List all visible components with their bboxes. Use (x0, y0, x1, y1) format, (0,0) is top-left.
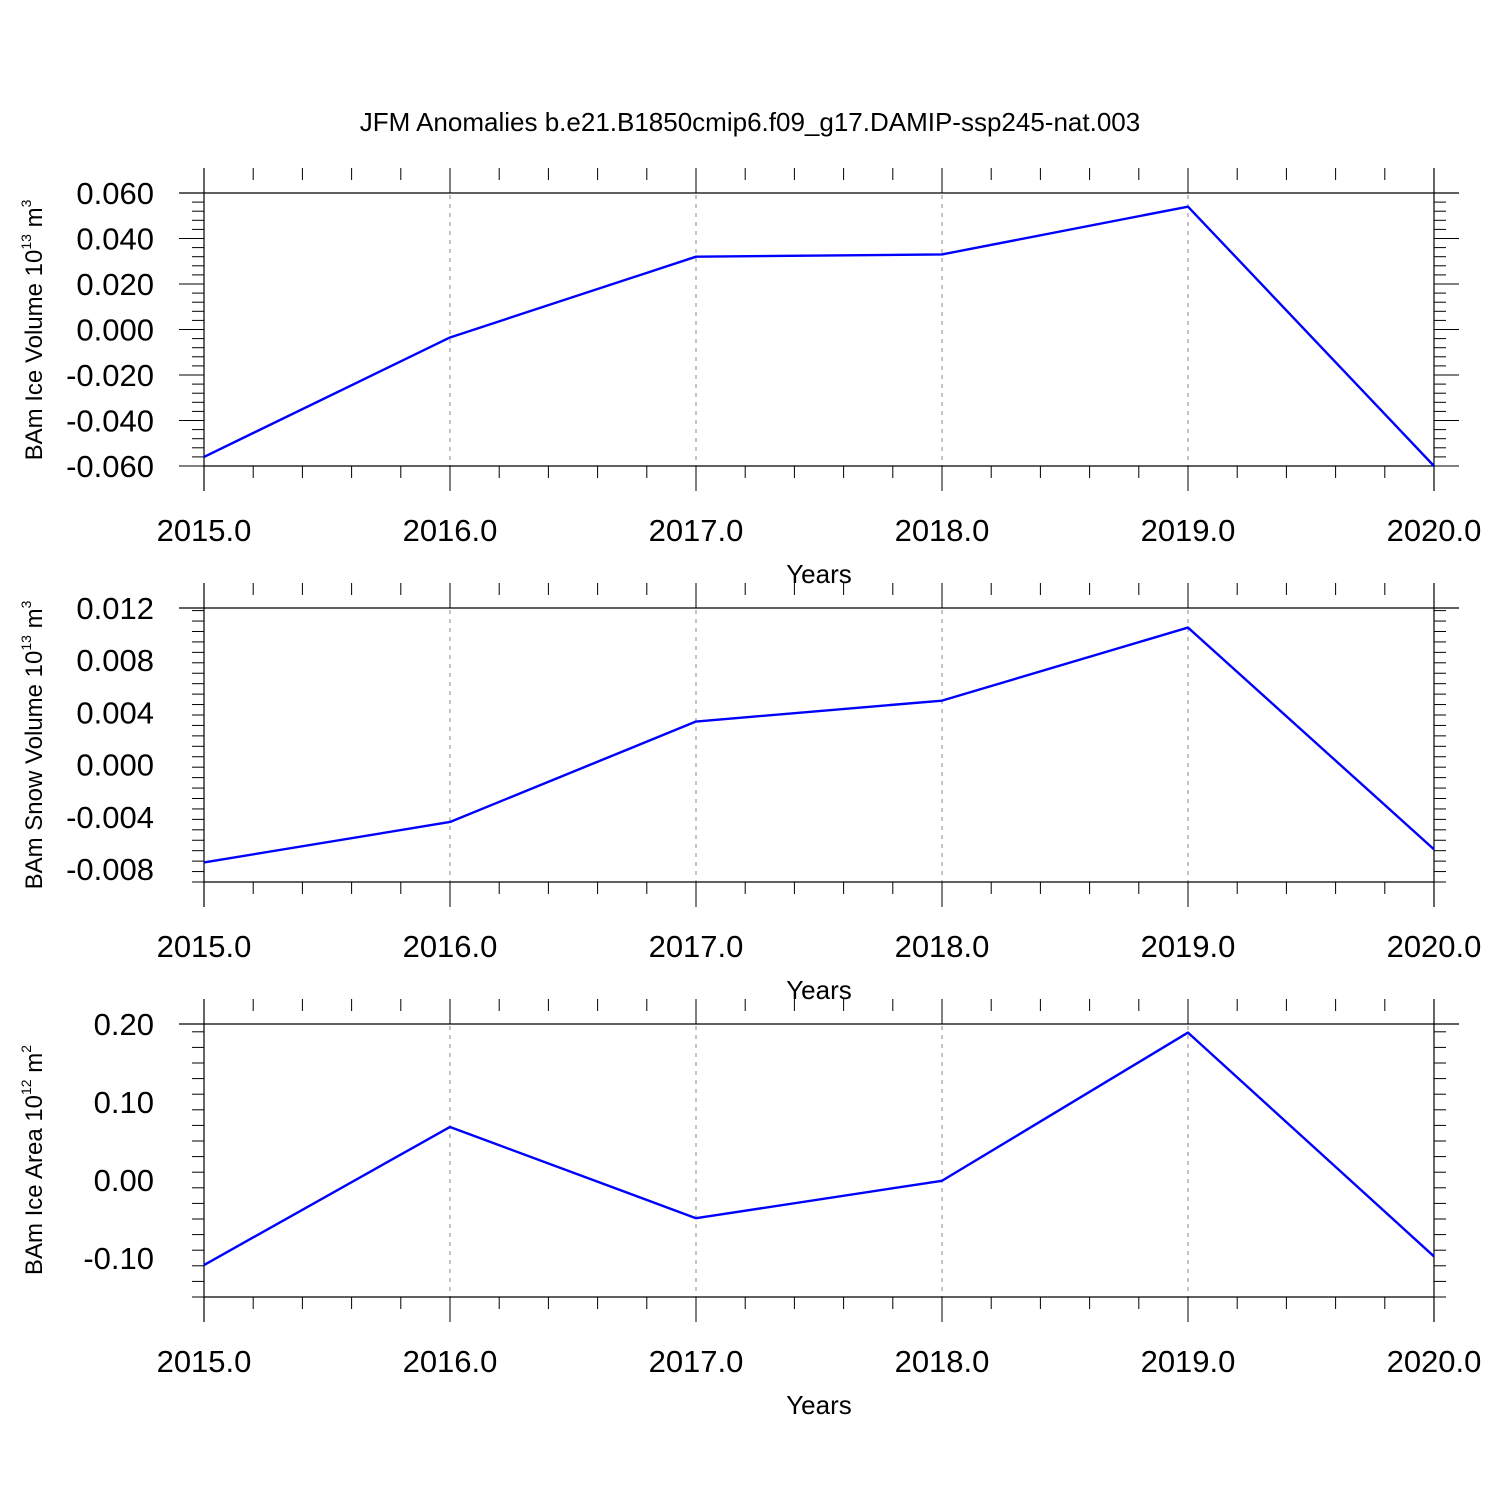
data-point (694, 1216, 698, 1220)
series-line (203, 626, 1435, 864)
x-axis-label: Years (786, 975, 852, 1005)
y-tick-label: -0.040 (66, 404, 154, 439)
x-tick-label: 2019.0 (1141, 929, 1236, 964)
x-axis-label: Years (786, 559, 852, 589)
panel-1: 0.0600.0400.0200.000-0.020-0.040-0.06020… (18, 168, 1481, 589)
y-tick-label: 0.040 (76, 222, 154, 257)
y-tick-label: -0.10 (83, 1241, 154, 1276)
y-tick-label: -0.060 (66, 449, 154, 484)
x-tick-label: 2018.0 (895, 513, 990, 548)
data-point (448, 1125, 452, 1129)
y-axis-label-text: BAm Ice Volume 10 (21, 250, 48, 461)
y-axis-label-exponent: 13 (18, 635, 34, 651)
y-axis-label-unit: m (21, 207, 48, 234)
series-line (203, 205, 1435, 467)
data-point (448, 820, 452, 824)
y-axis-label-text: BAm Ice Area 10 (21, 1095, 48, 1275)
y-axis-label: BAm Ice Area 1012 m2 (18, 1045, 48, 1275)
x-tick-label: 2020.0 (1387, 513, 1482, 548)
y-tick-label: -0.008 (66, 852, 154, 887)
panel-2: 0.012 0.008 0.004 0.000 -0.004 -0.008 2015.0 20… (18, 583, 1481, 1005)
y-tick-label: 0.060 (76, 176, 154, 211)
data-point (1432, 847, 1436, 851)
data-point (940, 699, 944, 703)
y-axis-label-exponent: 13 (18, 234, 34, 250)
y-tick-label: -0.020 (66, 358, 154, 393)
y-tick-label: 0.004 (76, 695, 154, 730)
y-axis-label-unit: m (21, 608, 48, 635)
data-point (694, 720, 698, 724)
data-point (202, 455, 206, 459)
y-axis-label: BAm Snow Volume 1013 m3 (18, 600, 48, 889)
y-tick-label: 0.000 (76, 748, 154, 783)
data-point (448, 335, 452, 339)
panel-3: 0.20 0.10 0.00 -0.10 2015.0 2016.0 2017.0 2018.… (18, 999, 1481, 1420)
y-axis-label: BAm Ice Volume 1013 m3 (18, 199, 48, 460)
y-tick-label: 0.012 (76, 591, 154, 626)
x-tick-label: 2019.0 (1141, 513, 1236, 548)
x-tick-label: 2020.0 (1387, 929, 1482, 964)
y-tick-label: -0.004 (66, 800, 154, 835)
y-axis-label-unit-exponent: 3 (18, 199, 34, 207)
x-tick-label: 2016.0 (403, 1344, 498, 1379)
y-axis-label-exponent: 12 (18, 1079, 34, 1095)
x-tick-label: 2019.0 (1141, 1344, 1236, 1379)
x-tick-label: 2016.0 (403, 513, 498, 548)
x-tick-label: 2017.0 (649, 1344, 744, 1379)
y-axis-label-text: BAm Snow Volume 10 (21, 651, 48, 890)
x-tick-label: 2016.0 (403, 929, 498, 964)
y-axis-label-unit: m (21, 1053, 48, 1080)
data-point (940, 1179, 944, 1183)
data-point (1186, 205, 1190, 209)
y-tick-label: 0.20 (94, 1007, 154, 1042)
y-tick-label: 0.020 (76, 267, 154, 302)
data-point (202, 860, 206, 864)
y-tick-label: 0.10 (94, 1085, 154, 1120)
x-tick-label: 2018.0 (895, 1344, 990, 1379)
x-tick-label: 2020.0 (1387, 1344, 1482, 1379)
y-tick-label: 0.008 (76, 643, 154, 678)
y-axis-label-unit-exponent: 2 (18, 1045, 34, 1053)
data-point (1186, 626, 1190, 630)
y-tick-label: 0.00 (94, 1163, 154, 1198)
series-line (203, 1031, 1435, 1267)
x-tick-label: 2018.0 (895, 929, 990, 964)
data-point (1186, 1031, 1190, 1035)
data-point (202, 1263, 206, 1267)
data-point (1432, 1254, 1436, 1258)
x-tick-label: 2015.0 (157, 1344, 252, 1379)
x-axis-label: Years (786, 1390, 852, 1420)
y-tick-label: 0.000 (76, 313, 154, 348)
x-tick-label: 2015.0 (157, 513, 252, 548)
x-tick-label: 2015.0 (157, 929, 252, 964)
x-tick-label: 2017.0 (649, 513, 744, 548)
y-axis-label-unit-exponent: 3 (18, 600, 34, 608)
data-point (694, 255, 698, 259)
data-point (940, 252, 944, 256)
figure-title: JFM Anomalies b.e21.B1850cmip6.f09_g17.D… (360, 107, 1140, 137)
data-point (1432, 464, 1436, 468)
x-tick-label: 2017.0 (649, 929, 744, 964)
panels: 0.0600.0400.0200.000-0.020-0.040-0.06020… (18, 168, 1481, 1420)
